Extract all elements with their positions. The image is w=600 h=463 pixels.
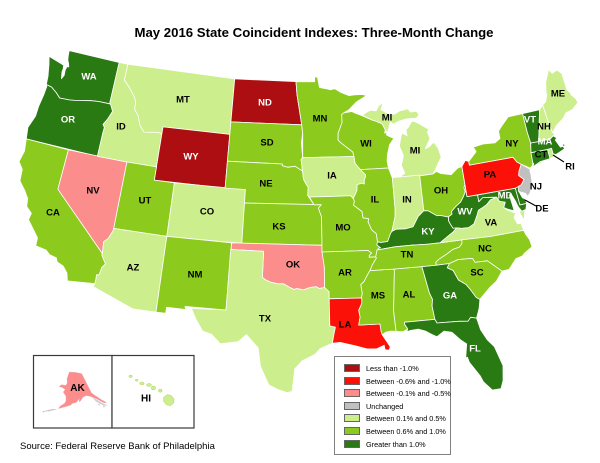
svg-text:KY: KY — [421, 227, 435, 238]
svg-text:AL: AL — [403, 290, 416, 301]
svg-text:MD: MD — [498, 191, 513, 202]
svg-text:CO: CO — [200, 207, 214, 218]
svg-text:VA: VA — [485, 218, 498, 229]
svg-text:AZ: AZ — [127, 263, 140, 274]
svg-text:PA: PA — [484, 170, 497, 181]
svg-text:NV: NV — [86, 186, 100, 197]
svg-text:NC: NC — [478, 244, 492, 255]
svg-text:MO: MO — [335, 223, 350, 234]
svg-text:UT: UT — [139, 196, 152, 207]
svg-text:IA: IA — [327, 171, 337, 182]
svg-text:WV: WV — [457, 207, 473, 218]
svg-text:MT: MT — [176, 95, 190, 106]
svg-text:SC: SC — [470, 268, 483, 279]
svg-text:MN: MN — [313, 114, 328, 125]
svg-text:TN: TN — [401, 250, 414, 261]
svg-text:TX: TX — [259, 314, 272, 325]
svg-text:SD: SD — [260, 138, 273, 149]
svg-text:IL: IL — [371, 195, 380, 206]
svg-text:WI: WI — [360, 139, 372, 150]
svg-text:NH: NH — [537, 122, 551, 133]
svg-text:VT: VT — [524, 115, 536, 126]
svg-text:CT: CT — [535, 150, 548, 161]
svg-text:ME: ME — [551, 89, 565, 100]
svg-text:CA: CA — [46, 208, 60, 219]
svg-text:OH: OH — [434, 186, 448, 197]
svg-text:ID: ID — [116, 122, 126, 133]
svg-text:KS: KS — [272, 222, 285, 233]
svg-text:RI: RI — [565, 162, 575, 173]
svg-text:OR: OR — [61, 115, 75, 126]
svg-text:ND: ND — [258, 98, 272, 109]
svg-text:NM: NM — [188, 270, 203, 281]
svg-text:MI: MI — [410, 146, 421, 157]
svg-text:MA: MA — [538, 137, 553, 148]
svg-text:NY: NY — [505, 139, 519, 150]
svg-text:NE: NE — [259, 179, 272, 190]
svg-text:LA: LA — [339, 320, 352, 331]
svg-text:MI: MI — [382, 113, 393, 124]
svg-text:NJ: NJ — [530, 182, 542, 193]
svg-text:FL: FL — [469, 344, 481, 355]
svg-text:WY: WY — [183, 152, 199, 163]
svg-text:WA: WA — [81, 72, 96, 83]
svg-text:DE: DE — [535, 204, 548, 215]
svg-text:MS: MS — [371, 291, 385, 302]
svg-text:OK: OK — [286, 260, 300, 271]
svg-text:GA: GA — [443, 291, 457, 302]
svg-text:AR: AR — [338, 268, 352, 279]
svg-text:IN: IN — [402, 195, 412, 206]
